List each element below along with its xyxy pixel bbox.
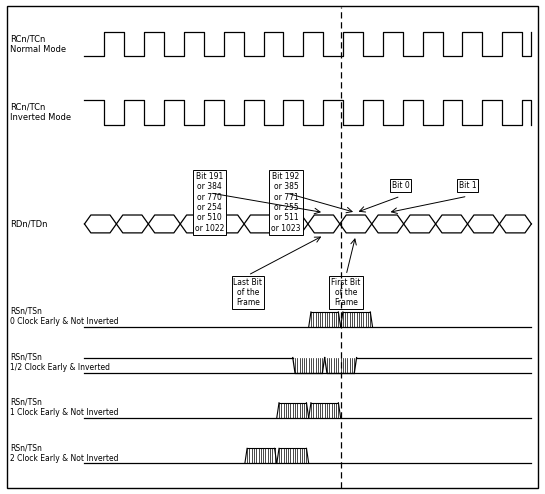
Text: RCn/TCn
Inverted Mode: RCn/TCn Inverted Mode bbox=[10, 103, 71, 122]
Text: RSn/TSn
1 Clock Early & Not Inverted: RSn/TSn 1 Clock Early & Not Inverted bbox=[10, 398, 118, 417]
Text: Last Bit
of the
Frame: Last Bit of the Frame bbox=[233, 278, 263, 307]
Text: RSn/TSn
0 Clock Early & Not Inverted: RSn/TSn 0 Clock Early & Not Inverted bbox=[10, 307, 118, 326]
Text: RDn/TDn: RDn/TDn bbox=[10, 219, 47, 228]
Text: RSn/TSn
1/2 Clock Early & Inverted: RSn/TSn 1/2 Clock Early & Inverted bbox=[10, 352, 110, 372]
Text: Bit 192
or 385
or 771
or 255
or 511
or 1023: Bit 192 or 385 or 771 or 255 or 511 or 1… bbox=[271, 172, 301, 233]
Text: First Bit
of the
Frame: First Bit of the Frame bbox=[331, 278, 361, 307]
Text: RCn/TCn
Normal Mode: RCn/TCn Normal Mode bbox=[10, 35, 66, 54]
Text: Bit 1: Bit 1 bbox=[459, 181, 476, 190]
Text: RSn/TSn
2 Clock Early & Not Inverted: RSn/TSn 2 Clock Early & Not Inverted bbox=[10, 443, 118, 462]
Text: Bit 0: Bit 0 bbox=[392, 181, 409, 190]
Text: Bit 191
or 384
or 770
or 254
or 510
or 1022: Bit 191 or 384 or 770 or 254 or 510 or 1… bbox=[195, 172, 225, 233]
Bar bbox=[7, 6, 538, 488]
